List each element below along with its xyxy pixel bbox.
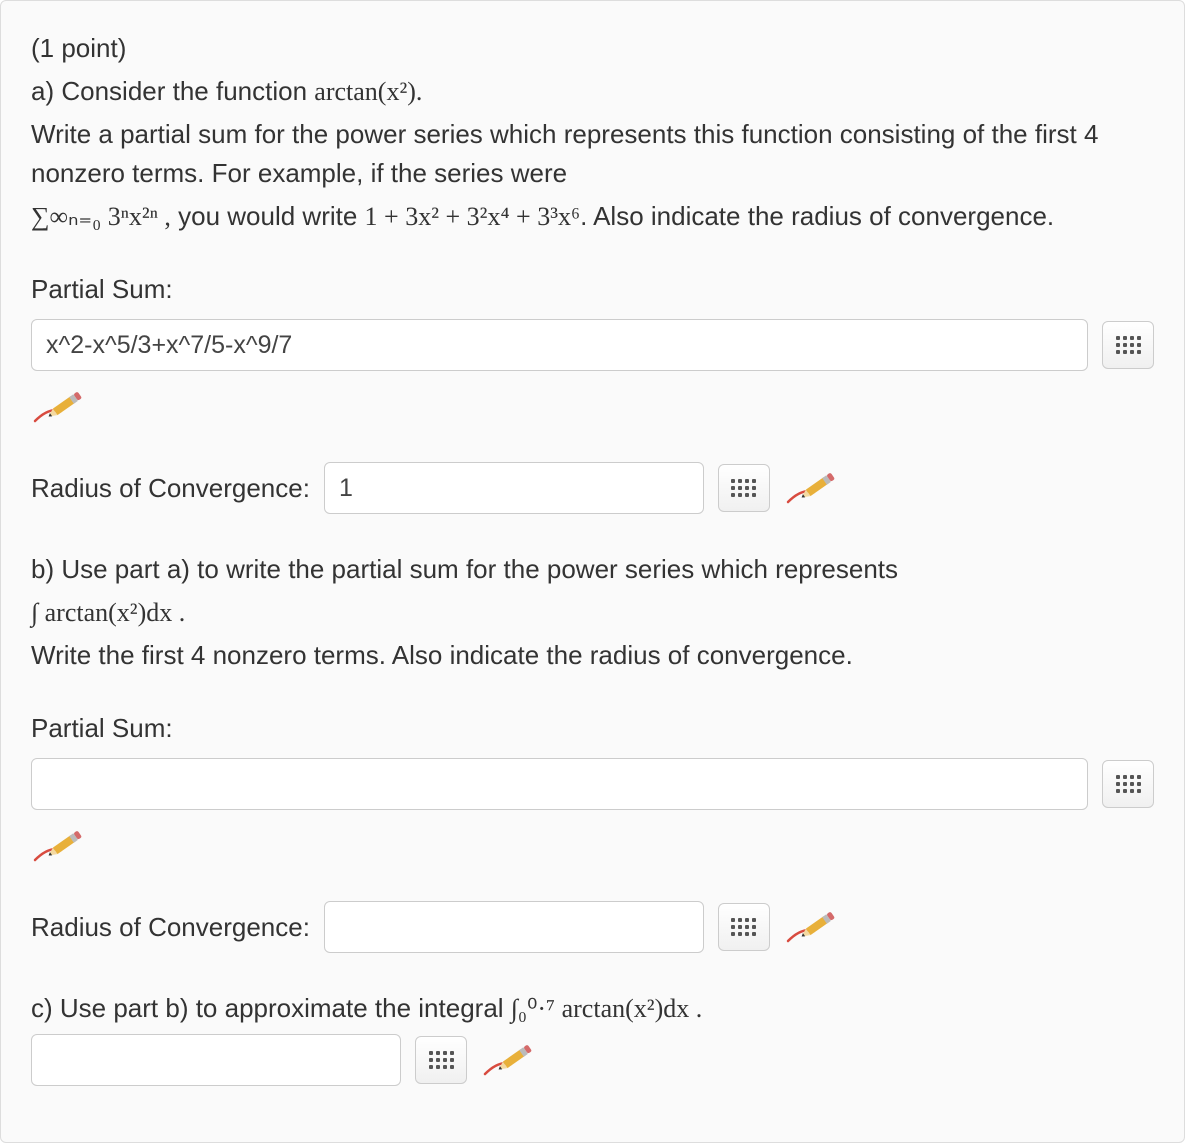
keypad-icon xyxy=(429,1051,454,1069)
points-line: (1 point) xyxy=(31,29,1154,68)
part-c-line1: c) Use part b) to approximate the integr… xyxy=(31,989,1154,1028)
part-a-math1: arctan(x²). xyxy=(314,77,422,106)
part-b-partial-sum-label: Partial Sum: xyxy=(31,709,1154,748)
pencil-icon[interactable] xyxy=(784,468,840,508)
keypad-button[interactable] xyxy=(718,464,770,512)
part-b-partial-sum-row xyxy=(31,758,1154,810)
part-a-radius-label: Radius of Convergence: xyxy=(31,469,310,508)
keypad-icon xyxy=(1116,336,1141,354)
part-a-radius-input[interactable] xyxy=(324,462,704,514)
part-a-prompt-line2: Write a partial sum for the power series… xyxy=(31,115,1154,193)
part-c-row xyxy=(31,1034,1154,1086)
part-b-radius-input[interactable] xyxy=(324,901,704,953)
part-a-partial-sum-label: Partial Sum: xyxy=(31,270,1154,309)
keypad-button[interactable] xyxy=(1102,321,1154,369)
part-a-sigma: ∑∞ₙ₌₀ 3ⁿx²ⁿ , xyxy=(31,202,171,231)
part-a-example-sum: 1 + 3x² + 3²x⁴ + 3³x⁶ xyxy=(365,202,581,231)
part-b-line1: b) Use part a) to write the partial sum … xyxy=(31,550,1154,589)
part-c-math: ∫₀⁰·⁷ arctan(x²)dx . xyxy=(511,994,702,1023)
part-a-radius-row: Radius of Convergence: xyxy=(31,462,1154,514)
part-a-prompt-line3: ∑∞ₙ₌₀ 3ⁿx²ⁿ , you would write 1 + 3x² + … xyxy=(31,197,1154,236)
part-a-suffix: . Also indicate the radius of convergenc… xyxy=(580,201,1054,231)
keypad-icon xyxy=(731,479,756,497)
problem-panel: (1 point) a) Consider the function arcta… xyxy=(0,0,1185,1143)
part-c-input[interactable] xyxy=(31,1034,401,1086)
part-a-mid: you would write xyxy=(171,201,365,231)
part-a-partial-sum-pencil-row xyxy=(31,387,1154,438)
keypad-button[interactable] xyxy=(415,1036,467,1084)
part-b-radius-row: Radius of Convergence: xyxy=(31,901,1154,953)
keypad-icon xyxy=(731,918,756,936)
pencil-icon[interactable] xyxy=(31,387,87,427)
part-b-partial-sum-input[interactable] xyxy=(31,758,1088,810)
part-b-partial-sum-pencil-row xyxy=(31,826,1154,877)
part-b-line3: Write the first 4 nonzero terms. Also in… xyxy=(31,636,1154,675)
keypad-button[interactable] xyxy=(718,903,770,951)
part-a-partial-sum-input[interactable] xyxy=(31,319,1088,371)
part-a-partial-sum-row xyxy=(31,319,1154,371)
part-c-prefix: c) Use part b) to approximate the integr… xyxy=(31,993,511,1023)
pencil-icon[interactable] xyxy=(31,826,87,866)
pencil-icon[interactable] xyxy=(481,1040,537,1080)
part-a-prefix: a) Consider the function xyxy=(31,76,314,106)
part-b-radius-label: Radius of Convergence: xyxy=(31,908,310,947)
pencil-icon[interactable] xyxy=(784,907,840,947)
part-a-prompt-line1: a) Consider the function arctan(x²). xyxy=(31,72,1154,111)
keypad-icon xyxy=(1116,775,1141,793)
keypad-button[interactable] xyxy=(1102,760,1154,808)
part-b-line2-math: ∫ arctan(x²)dx . xyxy=(31,593,1154,632)
